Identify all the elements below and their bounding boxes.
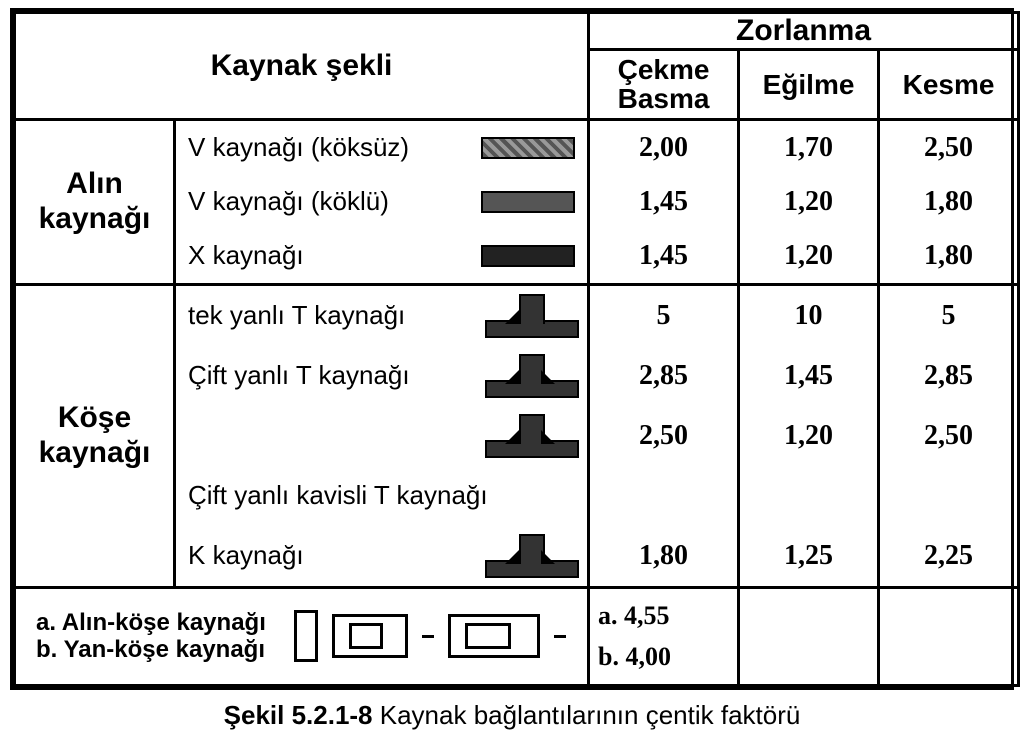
fillet-col2: 10 1,45 1,20 1,25 bbox=[739, 284, 879, 587]
header-load-group: Zorlanma bbox=[589, 13, 1019, 50]
cell-value bbox=[740, 466, 877, 526]
cell-value: 2,85 bbox=[880, 346, 1017, 406]
fillet-col3: 5 2,85 2,50 2,25 bbox=[879, 284, 1019, 587]
weld-icon-t-double bbox=[485, 414, 575, 458]
cell-value: 1,45 bbox=[740, 346, 877, 406]
section-label-butt: Alın kaynağı bbox=[15, 119, 175, 284]
cell-value: 1,80 bbox=[880, 175, 1017, 229]
figure-caption: Şekil 5.2.1-8 Kaynak bağlantılarının çen… bbox=[0, 690, 1024, 731]
header-col-bending: Eğilme bbox=[739, 50, 879, 120]
weld-icon-v-rooted bbox=[481, 191, 575, 213]
row-desc: V kaynağı (köklü) bbox=[188, 186, 389, 217]
cell-value: 1,20 bbox=[740, 229, 877, 283]
weld-factor-table: Kaynak şekli Zorlanma Çekme Basma Eğilme… bbox=[13, 11, 1020, 687]
lap-labels: a. Alın-köşe kaynağı b. Yan-köşe kaynağı bbox=[26, 601, 276, 672]
row-desc: V kaynağı (köksüz) bbox=[188, 132, 409, 163]
lap-weld-icon bbox=[294, 610, 566, 662]
table-frame: Kaynak şekli Zorlanma Çekme Basma Eğilme… bbox=[10, 8, 1014, 690]
caption-number: Şekil 5.2.1-8 bbox=[224, 700, 373, 730]
cell-value: 1,20 bbox=[740, 406, 877, 466]
cell-value: 5 bbox=[590, 286, 737, 346]
cell-value: 1,80 bbox=[880, 229, 1017, 283]
weld-icon-k bbox=[485, 534, 575, 578]
weld-icon-t-single bbox=[485, 294, 575, 338]
butt-col2: 1,70 1,20 1,20 bbox=[739, 119, 879, 284]
cell-value: 1,45 bbox=[590, 175, 737, 229]
cell-value bbox=[590, 466, 737, 526]
cell-value: 2,50 bbox=[880, 406, 1017, 466]
cell-value: 1,80 bbox=[590, 526, 737, 586]
cell-value: 2,25 bbox=[880, 526, 1017, 586]
row-desc: tek yanlı T kaynağı bbox=[188, 300, 405, 331]
fillet-col1: 5 2,85 2,50 1,80 bbox=[589, 284, 739, 587]
weld-icon-v-rootless bbox=[481, 137, 575, 159]
cell-value: 5 bbox=[880, 286, 1017, 346]
weld-icon-x bbox=[481, 245, 575, 267]
header-col-tension: Çekme Basma bbox=[589, 50, 739, 120]
row-desc: Çift yanlı kavisli T kaynağı bbox=[188, 480, 488, 511]
cell-value: 1,70 bbox=[740, 121, 877, 175]
cell-value: 1,45 bbox=[590, 229, 737, 283]
cell-value: 1,25 bbox=[740, 526, 877, 586]
lap-value-b: b. 4,00 bbox=[598, 636, 729, 678]
empty-cell bbox=[879, 587, 1019, 685]
butt-descriptions: V kaynağı (köksüz) V kaynağı (köklü) X k… bbox=[175, 119, 589, 284]
row-desc: K kaynağı bbox=[188, 540, 304, 571]
section-label-fillet: Köşe kaynağı bbox=[15, 284, 175, 587]
fillet-descriptions: tek yanlı T kaynağı Çift yanlı T kaynağı… bbox=[175, 284, 589, 587]
lap-values: a. 4,55 b. 4,00 bbox=[589, 587, 739, 685]
lap-label-a: a. Alın-köşe kaynağı bbox=[36, 609, 266, 637]
cell-value: 2,50 bbox=[880, 121, 1017, 175]
caption-text: Kaynak bağlantılarının çentik faktörü bbox=[373, 700, 801, 730]
row-desc: Çift yanlı T kaynağı bbox=[188, 360, 410, 391]
butt-col1: 2,00 1,45 1,45 bbox=[589, 119, 739, 284]
cell-value: 1,20 bbox=[740, 175, 877, 229]
cell-value: 2,85 bbox=[590, 346, 737, 406]
cell-value bbox=[880, 466, 1017, 526]
butt-col3: 2,50 1,80 1,80 bbox=[879, 119, 1019, 284]
cell-value: 10 bbox=[740, 286, 877, 346]
weld-icon-t-double bbox=[485, 354, 575, 398]
cell-value: 2,50 bbox=[590, 406, 737, 466]
cell-value: 2,00 bbox=[590, 121, 737, 175]
lap-weld-cell: a. Alın-köşe kaynağı b. Yan-köşe kaynağı bbox=[15, 587, 589, 685]
lap-label-b: b. Yan-köşe kaynağı bbox=[36, 636, 266, 664]
empty-cell bbox=[739, 587, 879, 685]
lap-value-a: a. 4,55 bbox=[598, 595, 729, 637]
header-col-shear: Kesme bbox=[879, 50, 1019, 120]
row-desc: X kaynağı bbox=[188, 240, 304, 271]
header-shape: Kaynak şekli bbox=[15, 13, 589, 120]
